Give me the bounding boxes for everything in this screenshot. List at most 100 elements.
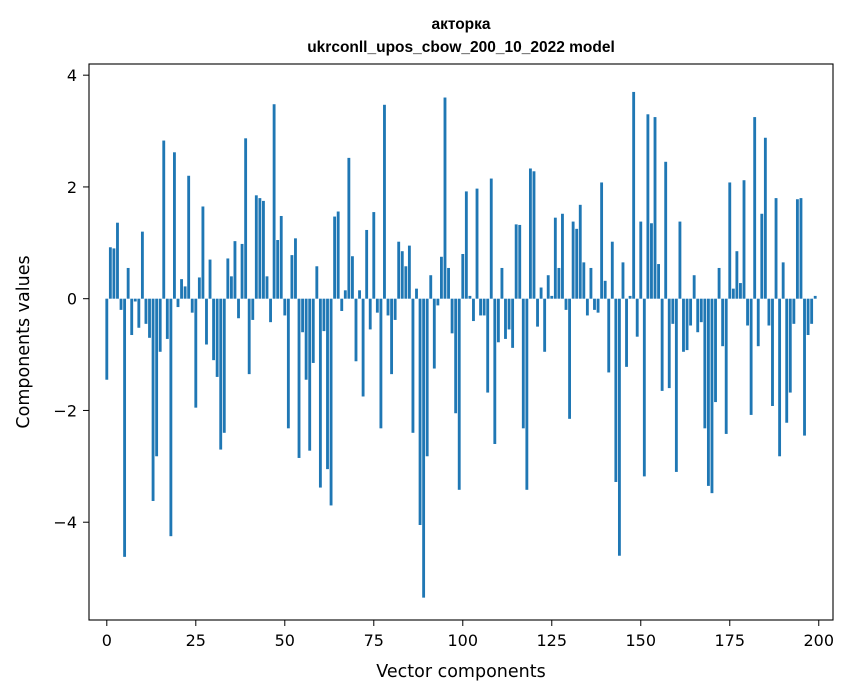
bar (443, 97, 447, 299)
bar (343, 290, 347, 299)
bar (415, 288, 418, 299)
x-tick-label: 200 (803, 631, 834, 650)
bar (212, 298, 216, 361)
plot-frame (88, 63, 834, 621)
bar (336, 211, 340, 299)
bar (315, 266, 319, 299)
bar (532, 171, 536, 299)
bar (771, 298, 774, 406)
bar (386, 298, 390, 316)
bar (678, 221, 682, 299)
bar (571, 221, 575, 299)
bar (778, 298, 782, 457)
bar (785, 298, 789, 423)
bar (422, 298, 426, 598)
bar (617, 298, 621, 556)
bar (689, 298, 693, 326)
bar (696, 298, 700, 333)
bar (454, 298, 458, 414)
bar (450, 298, 454, 334)
bar (180, 279, 183, 299)
bar (753, 117, 757, 299)
bar (365, 229, 369, 299)
bar (269, 298, 272, 323)
bar (724, 298, 728, 434)
bar (215, 298, 219, 377)
bar (119, 298, 123, 310)
bar (589, 267, 593, 299)
bar (546, 275, 550, 299)
bar (493, 298, 497, 444)
bar (318, 298, 322, 488)
bar (208, 259, 212, 299)
bar (635, 298, 639, 337)
bar (133, 298, 137, 302)
bar (407, 245, 411, 299)
bar (265, 276, 269, 299)
bar (301, 298, 305, 333)
bar (486, 298, 490, 393)
bar (108, 247, 112, 299)
bar (358, 290, 361, 299)
bar (201, 206, 205, 299)
x-tick-label: 25 (186, 631, 206, 650)
bar (219, 298, 223, 450)
bar (251, 298, 255, 320)
bar (528, 168, 532, 299)
bar (603, 280, 607, 299)
bar (418, 298, 422, 525)
bar (674, 298, 678, 472)
bar (810, 298, 814, 324)
bar (162, 140, 166, 299)
bar (276, 240, 280, 299)
bar (564, 298, 568, 310)
bar (155, 298, 159, 457)
bar (205, 298, 208, 345)
bar (664, 161, 668, 299)
bar (187, 175, 191, 299)
bar (525, 298, 529, 490)
bar (351, 256, 354, 299)
y-tick-label: 2 (67, 178, 77, 197)
bar (123, 298, 127, 557)
bar (262, 200, 265, 299)
bar (222, 298, 226, 433)
bar (742, 180, 746, 299)
bar (447, 267, 450, 299)
bar (354, 298, 358, 362)
bar (393, 298, 397, 320)
y-axis-label: Components values (14, 255, 34, 428)
bar (226, 258, 230, 299)
bar (279, 215, 283, 299)
bar (561, 213, 564, 299)
bar (461, 253, 465, 299)
x-tick-label: 50 (275, 631, 295, 650)
bar (326, 298, 329, 470)
bar (536, 298, 539, 327)
bar (614, 298, 618, 482)
bar (126, 267, 130, 299)
bar (489, 178, 493, 299)
bar (290, 255, 294, 299)
x-tick-label: 0 (102, 631, 112, 650)
bar (482, 298, 486, 316)
bar (457, 298, 461, 490)
bar (322, 298, 326, 332)
bar (400, 251, 404, 299)
bar (667, 298, 671, 389)
bar (543, 298, 547, 352)
bar (194, 298, 198, 408)
y-axis-ticks: −4 −2 0 2 4 (53, 66, 89, 532)
bar (379, 298, 383, 429)
bar (731, 288, 735, 299)
bar (229, 276, 233, 299)
bar (646, 114, 650, 299)
x-axis-ticks: 0 25 50 75 100 125 150 175 200 (102, 620, 834, 650)
bar (432, 298, 436, 369)
bar (625, 298, 628, 367)
bar (286, 298, 290, 429)
bar (639, 221, 643, 299)
bar (383, 104, 386, 299)
bar (479, 298, 483, 316)
bar (468, 295, 472, 299)
